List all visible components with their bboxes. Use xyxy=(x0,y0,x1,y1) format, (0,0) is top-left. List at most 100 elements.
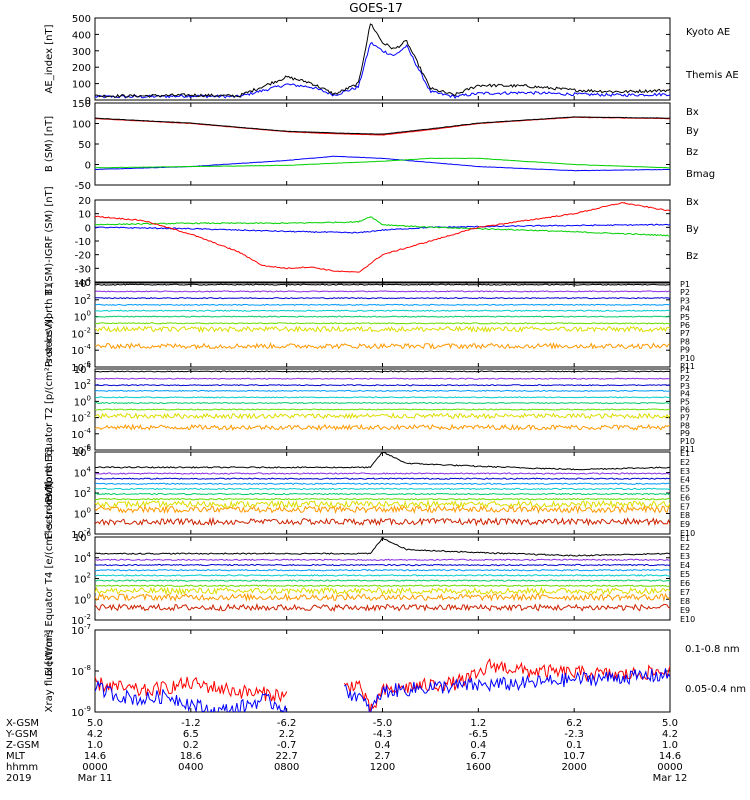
channel-line xyxy=(95,497,670,501)
legend-label: Bx xyxy=(686,107,699,118)
plot-area xyxy=(95,201,670,273)
channel-line xyxy=(95,412,670,420)
y-tick-label: 200 xyxy=(72,63,91,74)
legend-label: P2 xyxy=(680,288,690,297)
x-cell: 1.0 xyxy=(87,740,103,751)
y-tick-label: 100 xyxy=(72,80,91,91)
channel-line xyxy=(95,499,670,510)
series-bx xyxy=(95,155,670,172)
channel-line xyxy=(95,283,670,286)
x-cell: -5.0 xyxy=(373,718,393,729)
channel-line xyxy=(95,315,670,318)
plot-area xyxy=(95,283,670,350)
x-row-label: Y-GSM xyxy=(5,729,38,740)
y-tick-label: 10-9 xyxy=(71,705,91,719)
channel-line xyxy=(95,408,670,411)
legend: Bx By Bz xyxy=(686,197,699,262)
y-tick-label: 10-7 xyxy=(71,623,91,637)
x-cell: 0000 xyxy=(82,762,107,773)
x-row-label: MLT xyxy=(6,751,26,762)
channel-line xyxy=(95,389,670,392)
legend-label: Bz xyxy=(686,251,698,262)
legend-label: E10 xyxy=(680,615,695,624)
x-cell: 4.2 xyxy=(87,729,103,740)
x-cell: 2000 xyxy=(561,762,586,773)
series-kyoto-ae xyxy=(95,41,670,99)
x-cell: -6.5 xyxy=(469,729,489,740)
legend: Bx By Bz Bmag xyxy=(686,107,715,180)
x-cell: 0.4 xyxy=(375,740,391,751)
series-bz xyxy=(95,116,670,136)
channel-line xyxy=(95,574,670,577)
y-tick-label: 10-2 xyxy=(71,411,91,425)
y-tick-label: 10-2 xyxy=(71,326,91,340)
x-cell: 0.1 xyxy=(566,740,582,751)
y-tick-label: 300 xyxy=(72,47,91,58)
legend-label: P8 xyxy=(680,337,690,346)
channel-line xyxy=(95,504,670,515)
y-tick-label: 400 xyxy=(72,30,91,41)
x-cell: 14.6 xyxy=(659,751,681,762)
y-tick-label: 102 xyxy=(74,486,91,500)
channel-line xyxy=(95,401,670,405)
channel-line xyxy=(95,377,670,380)
channel-line xyxy=(95,290,670,293)
panel-frame xyxy=(94,102,671,186)
channel-line xyxy=(95,492,670,496)
legend-label: P7 xyxy=(680,413,690,422)
legend-label: P10 xyxy=(680,354,695,363)
legend-label: E7 xyxy=(680,588,690,597)
legend: 0.1-0.8 nm 0.05-0.4 nm xyxy=(685,644,746,695)
y-tick-label: 50 xyxy=(78,140,91,151)
x-axis-table: X-GSMY-GSMZ-GSMMLThhmm20195.04.21.014.60… xyxy=(5,718,687,784)
legend-label: P9 xyxy=(680,429,690,438)
x-cell: -1.2 xyxy=(181,718,201,729)
panel-2: 150 100 50 0 -50 B (SM) [nT] Bx By Bz Bmag xyxy=(44,99,715,192)
x-cell: 0.4 xyxy=(470,740,486,751)
x-cell: 0.2 xyxy=(183,740,199,751)
legend-label: P1 xyxy=(680,366,690,375)
plot-area xyxy=(95,370,670,431)
legend-label: E9 xyxy=(680,606,690,615)
legend-label: E5 xyxy=(680,570,690,579)
legend-label: E4 xyxy=(680,561,690,570)
y-tick-label: 104 xyxy=(74,551,92,565)
x-cell: 6.7 xyxy=(470,751,486,762)
y-tick-label: 104 xyxy=(74,362,92,376)
x-cell: 0800 xyxy=(274,762,299,773)
channel-line xyxy=(95,563,670,567)
legend-label: Kyoto AE xyxy=(686,27,730,38)
y-axis-label: Electrons Equator T4 [e/(cm²-s-sr-keV)] xyxy=(44,481,55,676)
x-cell: 6.5 xyxy=(183,729,199,740)
x-cell: 22.7 xyxy=(276,751,298,762)
channel-line xyxy=(95,423,670,431)
panel-frame xyxy=(94,17,671,101)
series-by xyxy=(95,157,670,169)
y-tick-label: 106 xyxy=(74,445,92,459)
panel-frame xyxy=(94,199,671,283)
legend-label: Bmag xyxy=(686,169,715,180)
y-axis-label: Protons Equator T2 [p/(cm²-s-sr-keV)] xyxy=(44,316,55,503)
y-tick-label: 102 xyxy=(74,572,91,586)
y-tick-label: 100 xyxy=(74,310,91,324)
legend-label: E2 xyxy=(680,543,690,552)
channel-line xyxy=(95,586,670,596)
legend-label: E3 xyxy=(680,467,690,476)
y-tick-label: 10-4 xyxy=(71,427,91,441)
panel-1: 500 400 300 200 100 0 AE_index [nT] Kyoto AE The… xyxy=(44,14,739,107)
legend-label: P5 xyxy=(680,313,690,322)
channel-line xyxy=(95,482,670,486)
x-cell: -6.2 xyxy=(277,718,297,729)
legend-label: 0.1-0.8 nm xyxy=(685,644,740,655)
y-tick-label: 10-8 xyxy=(71,664,91,678)
legend-label: P10 xyxy=(680,437,695,446)
legend-label: Themis AE xyxy=(685,70,739,81)
legend-label: E6 xyxy=(680,493,690,502)
legend-label: P6 xyxy=(680,321,690,330)
series-bz xyxy=(95,201,670,273)
y-tick-label: 104 xyxy=(74,466,92,480)
y-axis-label: AE_index [nT] xyxy=(44,24,55,93)
channel-line xyxy=(95,303,670,306)
